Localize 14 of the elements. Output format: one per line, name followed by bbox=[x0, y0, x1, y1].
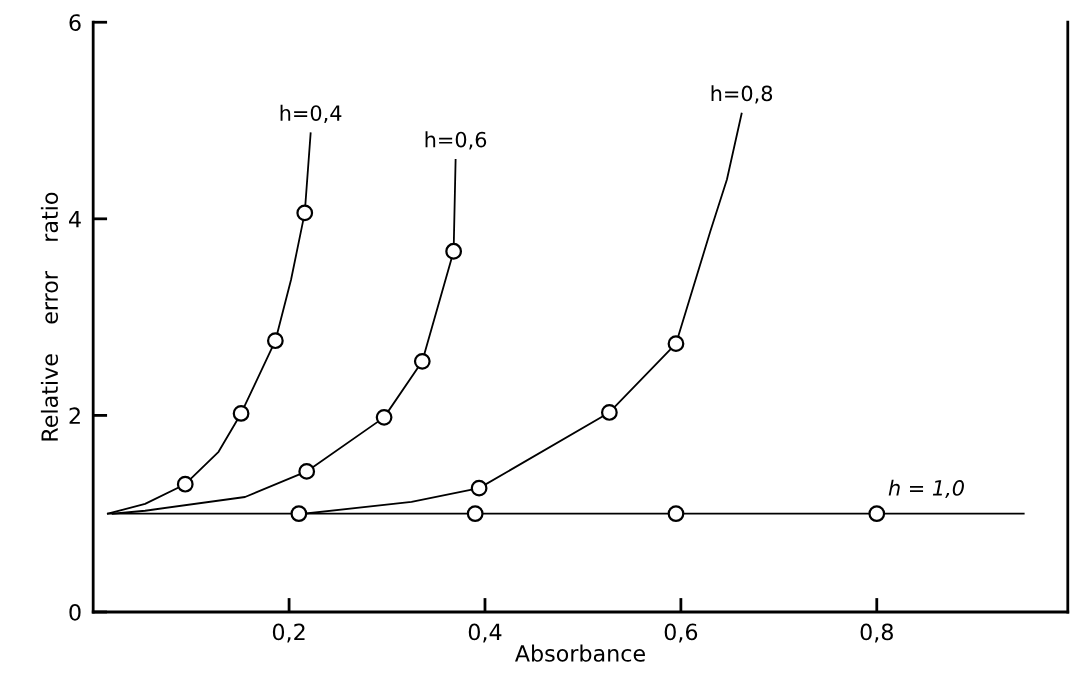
x-tick-label: 0,2 bbox=[272, 623, 305, 643]
y-tick-label: 0 bbox=[69, 603, 81, 621]
series-label: h=0,4 bbox=[280, 104, 342, 124]
x-axis-title: Absorbance bbox=[515, 644, 645, 662]
y-axis-title: Relative error ratio bbox=[40, 192, 59, 441]
series-label: h=0,6 bbox=[425, 131, 487, 150]
x-tick-label: 0,8 bbox=[860, 623, 893, 643]
y-tick-label: 6 bbox=[69, 14, 81, 31]
x-tick-label: 0,4 bbox=[468, 623, 502, 643]
x-tick-label: 0,6 bbox=[664, 623, 698, 643]
y-tick-label: 4 bbox=[69, 211, 81, 228]
series-label: h = 1,0 bbox=[888, 479, 964, 498]
series-label: h=0,8 bbox=[711, 85, 773, 104]
y-tick-label: 2 bbox=[69, 407, 80, 424]
